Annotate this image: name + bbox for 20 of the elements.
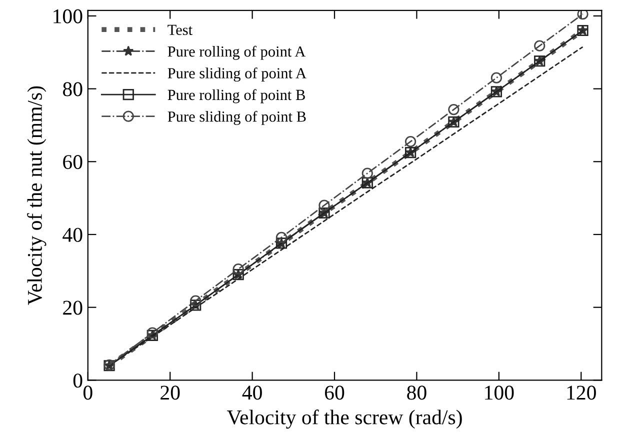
y-tick-label: 20: [63, 300, 82, 315]
y-tick-label: 0: [73, 374, 82, 388]
y-tick-label: 100: [54, 9, 82, 24]
y-tick-label: 60: [63, 155, 82, 170]
legend-label: Test: [168, 24, 192, 36]
x-axis-title: Velocity of the screw (rad/s): [227, 410, 462, 429]
x-tick-label: 20: [160, 386, 180, 400]
y-tick-label: 80: [63, 82, 82, 96]
y-axis-title: Velocity of the nut (mm/s): [27, 86, 46, 306]
x-tick-label: 0: [83, 386, 92, 400]
y-tick-label: 40: [62, 228, 82, 242]
x-tick-label: 80: [407, 386, 426, 400]
x-tick-label: 120: [567, 386, 596, 400]
x-tick-label: 100: [485, 386, 514, 400]
legend-label: Pure sliding of point B: [168, 110, 306, 125]
x-tick-label: 60: [324, 386, 344, 400]
legend-label: Pure rolling of point B: [168, 89, 305, 104]
legend-label: Pure sliding of point A: [168, 67, 306, 82]
legend-label: Pure rolling of point A: [168, 46, 306, 60]
x-tick-label: 40: [242, 386, 262, 400]
